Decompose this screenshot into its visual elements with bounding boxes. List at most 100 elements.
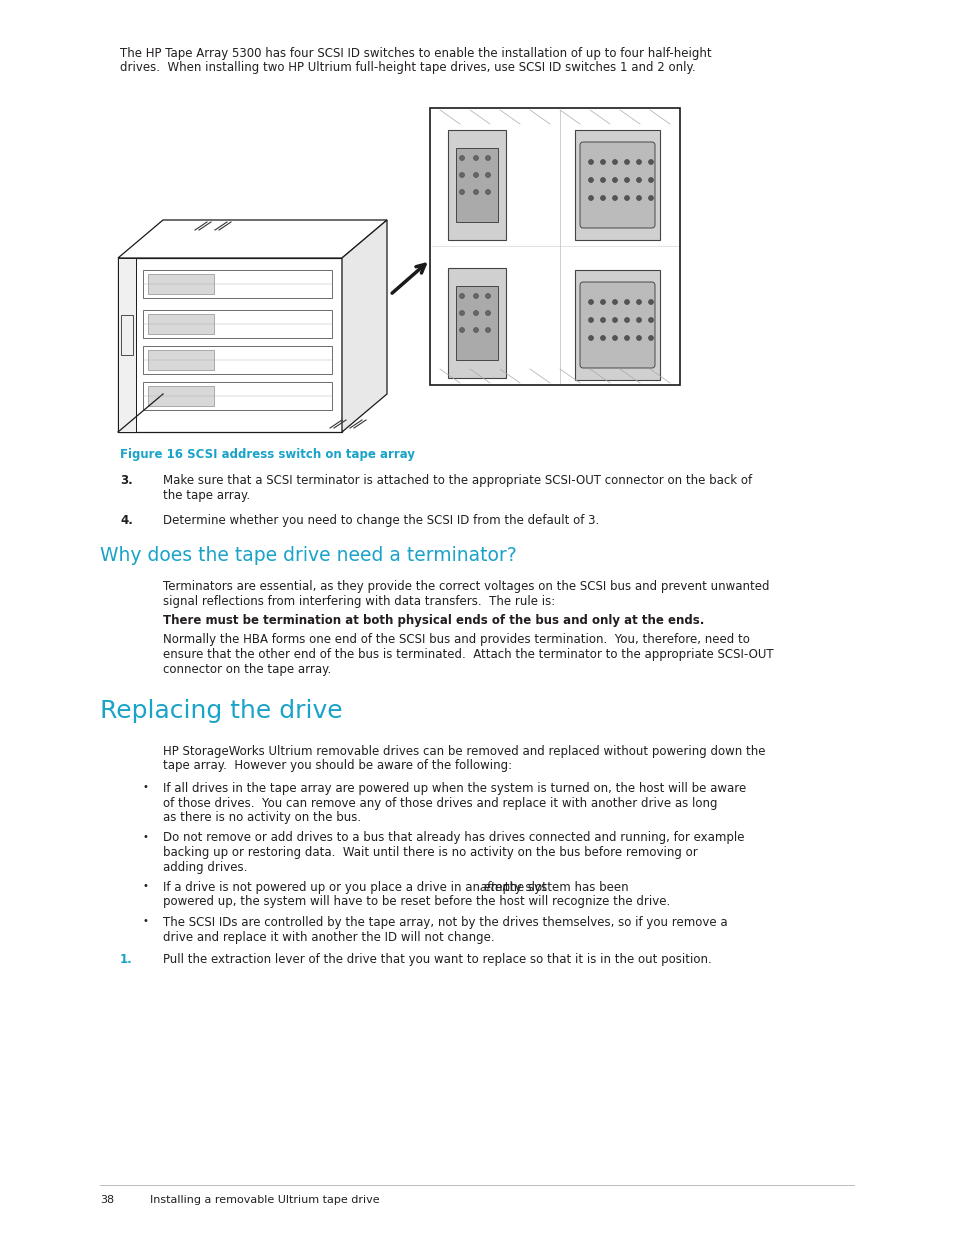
Text: the system has been: the system has been (500, 881, 628, 894)
Text: Determine whether you need to change the SCSI ID from the default of 3.: Determine whether you need to change the… (163, 514, 598, 527)
Circle shape (624, 300, 629, 305)
Text: The SCSI IDs are controlled by the tape array, not by the drives themselves, so : The SCSI IDs are controlled by the tape … (163, 916, 727, 929)
Polygon shape (341, 220, 387, 432)
Polygon shape (118, 258, 136, 432)
Bar (148, 350, 213, 370)
Circle shape (588, 300, 593, 305)
Text: after: after (478, 881, 507, 894)
Text: tape array.  However you should be aware of the following:: tape array. However you should be aware … (163, 760, 512, 773)
Bar (143, 270, 332, 298)
Text: •: • (143, 782, 149, 792)
Circle shape (599, 178, 605, 183)
FancyBboxPatch shape (579, 282, 655, 368)
Circle shape (599, 159, 605, 164)
Circle shape (624, 178, 629, 183)
Circle shape (485, 173, 490, 178)
Circle shape (636, 178, 640, 183)
Text: Make sure that a SCSI terminator is attached to the appropriate SCSI-OUT connect: Make sure that a SCSI terminator is atta… (163, 474, 751, 487)
Circle shape (473, 310, 478, 315)
Text: If a drive is not powered up or you place a drive in an empty slot: If a drive is not powered up or you plac… (163, 881, 550, 894)
Circle shape (473, 294, 478, 299)
Polygon shape (118, 258, 341, 432)
Circle shape (473, 173, 478, 178)
Circle shape (599, 317, 605, 322)
Circle shape (612, 336, 617, 341)
Circle shape (459, 156, 464, 161)
Circle shape (588, 336, 593, 341)
Circle shape (459, 173, 464, 178)
Text: Figure 16 SCSI address switch on tape array: Figure 16 SCSI address switch on tape ar… (120, 448, 415, 461)
Circle shape (473, 327, 478, 332)
Text: Replacing the drive: Replacing the drive (100, 699, 342, 722)
Text: 3.: 3. (120, 474, 132, 487)
Text: •: • (143, 831, 149, 841)
Text: adding drives.: adding drives. (163, 861, 247, 873)
Bar (448, 130, 505, 240)
Text: Do not remove or add drives to a bus that already has drives connected and runni: Do not remove or add drives to a bus tha… (163, 831, 743, 845)
Text: There must be termination at both physical ends of the bus and only at the ends.: There must be termination at both physic… (163, 614, 703, 627)
Circle shape (648, 178, 653, 183)
Circle shape (473, 156, 478, 161)
Circle shape (648, 195, 653, 200)
Text: powered up, the system will have to be reset before the host will recognize the : powered up, the system will have to be r… (163, 895, 670, 909)
Circle shape (636, 159, 640, 164)
Bar (456, 148, 497, 222)
Text: ensure that the other end of the bus is terminated.  Attach the terminator to th: ensure that the other end of the bus is … (163, 648, 773, 661)
Circle shape (648, 159, 653, 164)
Text: backing up or restoring data.  Wait until there is no activity on the bus before: backing up or restoring data. Wait until… (163, 846, 697, 860)
Circle shape (459, 310, 464, 315)
Bar (143, 346, 332, 374)
Circle shape (588, 317, 593, 322)
Circle shape (588, 195, 593, 200)
Bar (575, 270, 659, 380)
Text: drive and replace it with another the ID will not change.: drive and replace it with another the ID… (163, 930, 494, 944)
Text: connector on the tape array.: connector on the tape array. (163, 662, 331, 676)
Circle shape (599, 300, 605, 305)
Circle shape (636, 317, 640, 322)
Circle shape (636, 195, 640, 200)
Text: 4.: 4. (120, 514, 132, 527)
Circle shape (624, 317, 629, 322)
Bar (456, 287, 497, 359)
Circle shape (648, 300, 653, 305)
Text: Pull the extraction lever of the drive that you want to replace so that it is in: Pull the extraction lever of the drive t… (163, 953, 711, 966)
Text: The HP Tape Array 5300 has four SCSI ID switches to enable the installation of u: The HP Tape Array 5300 has four SCSI ID … (120, 47, 711, 61)
Circle shape (624, 195, 629, 200)
Bar (148, 314, 213, 333)
Circle shape (459, 189, 464, 194)
Text: 1.: 1. (120, 953, 132, 966)
Text: Terminators are essential, as they provide the correct voltages on the SCSI bus : Terminators are essential, as they provi… (163, 580, 769, 593)
Circle shape (612, 195, 617, 200)
Circle shape (599, 195, 605, 200)
Bar (143, 310, 332, 338)
FancyBboxPatch shape (579, 142, 655, 228)
Polygon shape (118, 220, 387, 258)
Circle shape (636, 300, 640, 305)
Circle shape (459, 294, 464, 299)
Circle shape (485, 327, 490, 332)
Circle shape (648, 336, 653, 341)
Text: If all drives in the tape array are powered up when the system is turned on, the: If all drives in the tape array are powe… (163, 782, 745, 795)
Bar (448, 268, 505, 378)
Bar (575, 130, 659, 240)
Text: Why does the tape drive need a terminator?: Why does the tape drive need a terminato… (100, 546, 517, 564)
Bar (143, 382, 332, 410)
Text: drives.  When installing two HP Ultrium full-height tape drives, use SCSI ID swi: drives. When installing two HP Ultrium f… (120, 62, 695, 74)
Circle shape (612, 159, 617, 164)
Circle shape (624, 336, 629, 341)
Circle shape (636, 336, 640, 341)
Circle shape (588, 178, 593, 183)
Circle shape (612, 317, 617, 322)
Text: the tape array.: the tape array. (163, 489, 250, 501)
Circle shape (485, 310, 490, 315)
Circle shape (485, 156, 490, 161)
Text: 38: 38 (100, 1195, 114, 1205)
Circle shape (473, 189, 478, 194)
Text: of those drives.  You can remove any of those drives and replace it with another: of those drives. You can remove any of t… (163, 797, 717, 809)
Text: signal reflections from interfering with data transfers.  The rule is:: signal reflections from interfering with… (163, 594, 555, 608)
Circle shape (648, 317, 653, 322)
Text: as there is no activity on the bus.: as there is no activity on the bus. (163, 811, 361, 824)
Circle shape (459, 327, 464, 332)
Circle shape (485, 189, 490, 194)
Circle shape (612, 178, 617, 183)
